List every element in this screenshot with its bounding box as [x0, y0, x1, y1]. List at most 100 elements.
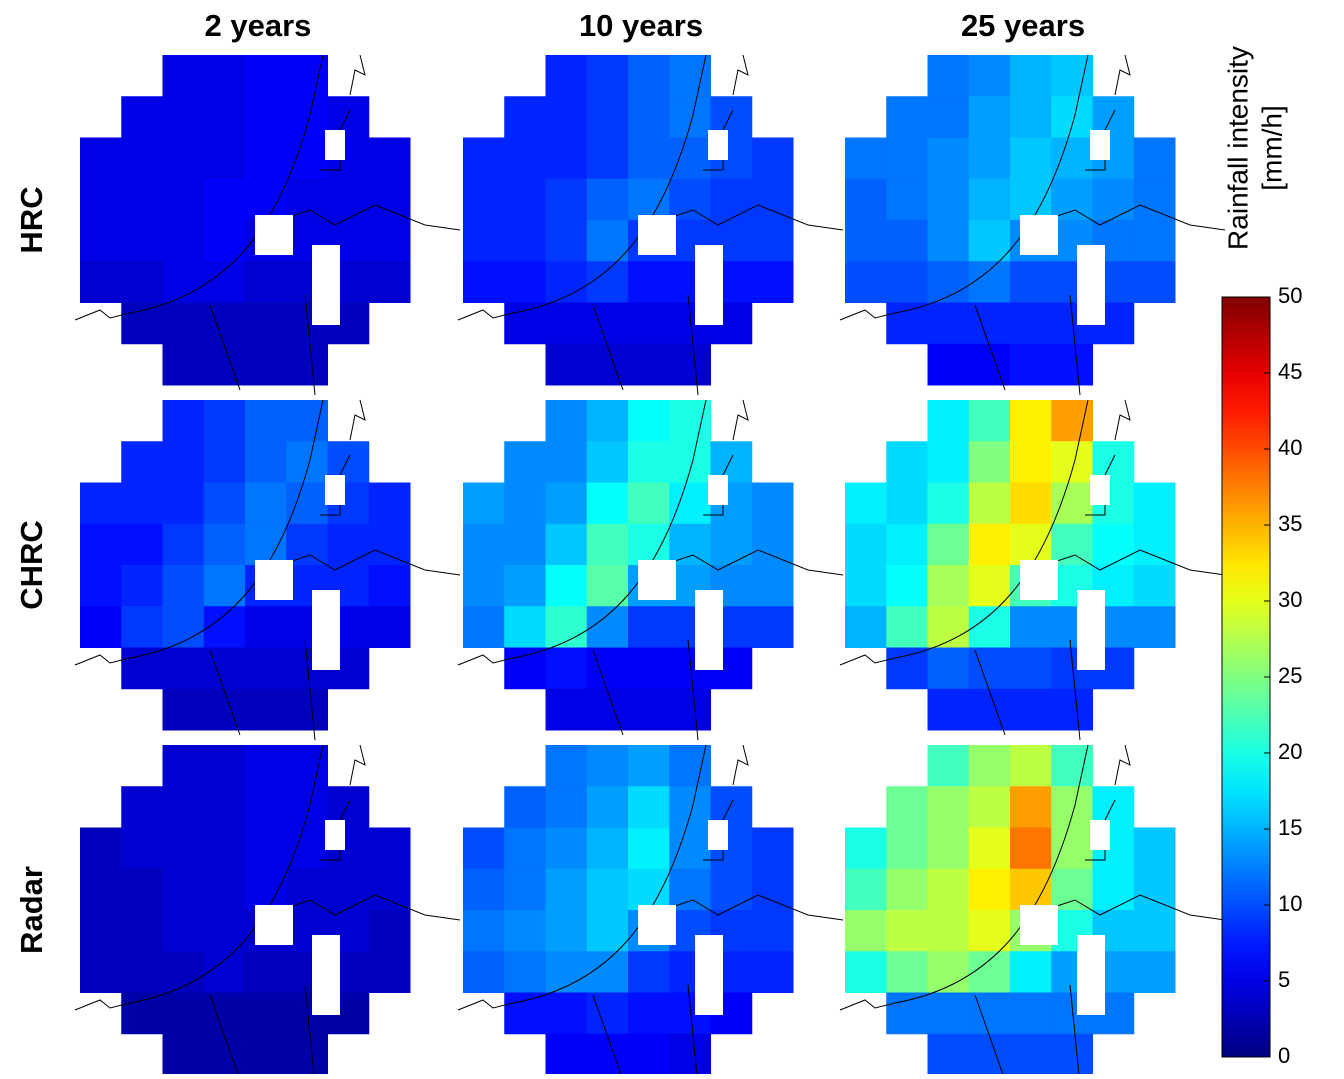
heatmap-cell: [628, 55, 670, 97]
border-line: [732, 54, 749, 96]
heatmap-panel: [74, 744, 461, 1079]
heatmap-cell: [927, 992, 970, 1035]
heatmap-cell: [286, 688, 328, 731]
heatmap-cell: [586, 992, 629, 1035]
border-line: [1069, 639, 1081, 741]
heatmap-cell: [368, 606, 411, 648]
heatmap-cell: [203, 910, 246, 952]
row-title: Radar: [14, 866, 49, 954]
border-line: [592, 994, 624, 1079]
heatmap-cell: [286, 523, 328, 566]
heatmap-cell: [968, 565, 1011, 607]
heatmap-cell: [886, 786, 928, 828]
heatmap-cell: [628, 647, 670, 690]
heatmap-cell: [286, 827, 328, 870]
heatmap-cell: [203, 951, 246, 993]
heatmap-cell: [586, 745, 629, 787]
heatmap-cell: [845, 523, 887, 566]
heatmap-cell: [628, 523, 670, 566]
border-line: [1114, 399, 1131, 441]
heatmap-cell: [1010, 96, 1052, 138]
heatmap-cell: [203, 55, 246, 97]
border-line: [209, 994, 241, 1079]
heatmap-cell: [463, 565, 505, 607]
heatmap-cell: [968, 302, 1011, 345]
heatmap-cell: [463, 606, 505, 648]
heatmap-cell: [80, 523, 122, 566]
heatmap-cell: [628, 261, 670, 303]
heatmap-cell: [968, 482, 1011, 525]
border-line: [839, 399, 1089, 666]
heatmap-cell: [1133, 606, 1176, 648]
heatmap-cell: [327, 868, 370, 911]
heatmap-cell: [927, 910, 970, 952]
heatmap-cell: [545, 178, 588, 221]
heatmap-cell: [368, 137, 411, 180]
heatmap-cell: [968, 786, 1011, 828]
heatmap-cell: [628, 482, 670, 525]
border-line: [209, 649, 241, 736]
heatmap-panel: [74, 54, 461, 396]
heatmap-cell: [751, 565, 794, 607]
heatmap-cell: [968, 220, 1011, 262]
masked-area: [1077, 590, 1105, 670]
masked-area: [638, 905, 676, 945]
heatmap-cell: [1051, 868, 1093, 911]
heatmap-cell: [121, 482, 163, 525]
heatmap-cell: [121, 96, 163, 138]
heatmap-panel: [839, 744, 1226, 1079]
heatmap-cell: [162, 992, 205, 1035]
heatmap-cell: [669, 786, 711, 828]
heatmap-cell: [245, 992, 287, 1035]
heatmap-cell: [1010, 786, 1052, 828]
heatmap-cell: [927, 96, 970, 138]
heatmap-cell: [327, 178, 370, 221]
heatmap-cell: [162, 137, 205, 180]
heatmap-cell: [886, 441, 928, 483]
border-line: [279, 549, 461, 576]
border-line: [592, 304, 624, 391]
heatmap-cell: [1133, 951, 1176, 993]
border-line: [1069, 294, 1081, 396]
heatmap-cell: [368, 868, 411, 911]
heatmap-cell: [927, 565, 970, 607]
heatmap-cell: [1133, 565, 1176, 607]
heatmap-cell: [628, 96, 670, 138]
heatmap-cell: [968, 523, 1011, 566]
heatmap-cell: [1133, 827, 1176, 870]
heatmap-cell: [463, 137, 505, 180]
heatmap-cell: [586, 1033, 629, 1076]
colorbar: [1221, 296, 1271, 1058]
heatmap-cell: [1092, 523, 1135, 566]
heatmap-cell: [669, 688, 711, 731]
heatmap-cell: [927, 178, 970, 221]
heatmap-cell: [886, 482, 928, 525]
heatmap-cell: [886, 951, 928, 993]
heatmap-cell: [162, 565, 205, 607]
heatmap-cell: [545, 565, 588, 607]
heatmap-cell: [968, 951, 1011, 993]
masked-area: [312, 935, 340, 1015]
heatmap-cell: [245, 343, 287, 386]
heatmap-cell: [545, 992, 588, 1035]
masked-area: [312, 590, 340, 670]
heatmap-cell: [545, 688, 588, 731]
row-title: CHRC: [14, 520, 49, 610]
heatmap-cell: [628, 827, 670, 870]
heatmap-cell: [463, 482, 505, 525]
heatmap-cell: [80, 951, 122, 993]
heatmap-cell: [121, 786, 163, 828]
heatmap-cell: [586, 647, 629, 690]
heatmap-cell: [751, 951, 794, 993]
heatmap-cell: [245, 868, 287, 911]
border-line: [974, 304, 1006, 391]
heatmap-panel: [457, 399, 844, 741]
heatmap-cell: [1010, 745, 1052, 787]
heatmap-cell: [162, 1033, 205, 1076]
heatmap-cell: [968, 827, 1011, 870]
border-line: [974, 649, 1006, 736]
heatmap-cell: [586, 441, 629, 483]
heatmap-cell: [927, 868, 970, 911]
heatmap-cell: [669, 441, 711, 483]
